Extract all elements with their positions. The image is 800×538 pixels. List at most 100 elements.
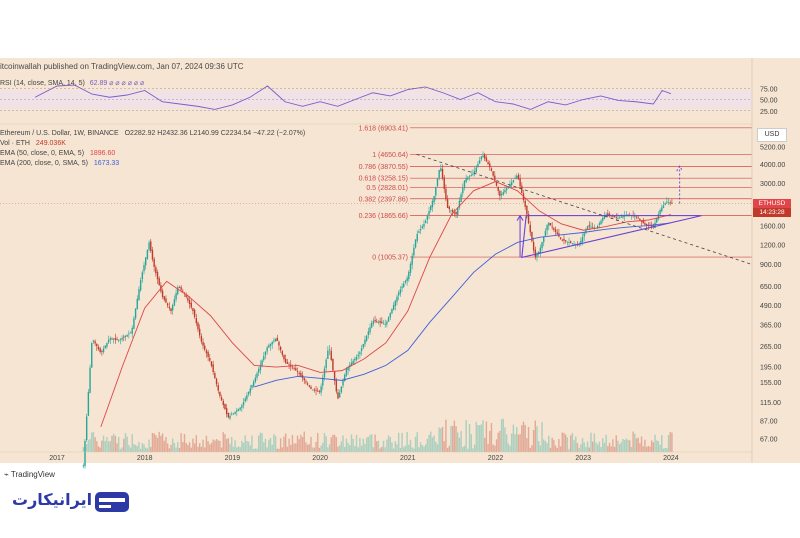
volume-bar [168,448,171,452]
volume-bar [564,434,567,452]
volume-bar [387,435,390,452]
volume-bar [635,438,638,452]
volume-bar [495,439,498,452]
price-layer [82,151,673,469]
candle-body [369,327,371,333]
volume-bar [359,437,361,452]
candle-body [231,414,233,416]
volume-bar [406,432,408,452]
volume-bar [394,441,397,452]
volume-bar [561,432,563,452]
candle-body [657,214,660,220]
candle-body [618,217,621,219]
volume-bar [522,421,525,452]
volume-bar [128,444,130,452]
volume-bar [656,440,658,452]
candle-body [462,187,464,194]
publish-info: itcoinwallah published on TradingView.co… [0,62,244,71]
volume-bar [227,438,230,452]
candle-body [234,411,236,414]
volume-bar [618,444,621,452]
candle-body [671,202,673,204]
candle-body [187,297,189,301]
candle-body [141,272,144,280]
volume-bar [548,435,550,452]
volume-bar [136,446,138,452]
volume-bar [413,448,415,452]
volume-bar [620,442,623,452]
candle-body [500,194,503,196]
fib-level-label: 0.5 (2828.01) [366,185,408,192]
volume-bar [403,447,405,452]
volume-bar [178,447,181,452]
x-tick-label: 2018 [137,455,153,462]
volume-bar [443,441,445,452]
volume-bar [185,442,187,452]
fib-level-label: 1 (4650.64) [372,152,408,159]
candle-body [123,336,125,338]
candle-body [283,354,285,360]
candle-body [219,391,221,397]
symbol-legend: Ethereum / U.S. Dollar, 1W, BINANCE O228… [0,130,305,137]
volume-bar [171,438,174,452]
candle-body [153,258,155,267]
volume-bar [546,443,548,452]
fib-level-label: 0.382 (2397.86) [359,196,408,203]
candle-body [288,364,290,366]
candle-body [118,340,120,342]
volume-bar [318,447,321,452]
candle-body [544,230,547,236]
volume-bar [311,447,314,452]
candle-body [207,352,209,357]
volume-bar [264,438,267,452]
candle-body [129,332,132,334]
candle-body [409,263,412,273]
x-tick-label: 2023 [575,455,591,462]
volume-bar [192,438,194,452]
volume-bar [423,446,425,452]
candle-body [85,416,88,440]
candle-body [581,237,584,243]
volume-bar [475,421,477,452]
currency-button[interactable]: USD [757,128,787,142]
candle-body [613,215,616,217]
volume-bar [177,441,179,452]
volume-bar [212,439,214,452]
volume-bar [298,439,300,452]
volume-bar [252,448,255,452]
ema200-line [254,222,671,388]
candle-body [554,229,557,232]
volume-bar [333,434,336,452]
volume-bar [448,445,450,452]
volume-bar [430,431,432,452]
volume-bar [94,437,96,452]
ema200-value: 1673.33 [93,160,120,167]
volume-bar [340,441,343,452]
volume-bar [379,448,381,452]
volume-bar [303,431,305,452]
candle-body [214,373,216,379]
candle-body [266,347,268,352]
volume-bar [317,432,319,452]
candle-body [212,364,214,373]
volume-bar [220,447,223,452]
ascending-triangle [521,215,702,259]
candle-body [408,271,410,280]
candle-body [308,385,311,387]
volume-bar [241,440,243,452]
x-tick-label: 2021 [400,455,416,462]
candle-body [311,389,314,391]
y-tick-label: 5200.00 [760,144,785,151]
candle-body [323,368,326,378]
candle-body [171,305,174,311]
candle-body [200,335,203,342]
candle-body [170,308,172,311]
volume-bar [364,443,366,452]
volume-bar [473,444,476,452]
candle-body [563,238,565,241]
candle-body [251,385,253,388]
candle-body [296,371,299,372]
candle-body [499,190,501,196]
